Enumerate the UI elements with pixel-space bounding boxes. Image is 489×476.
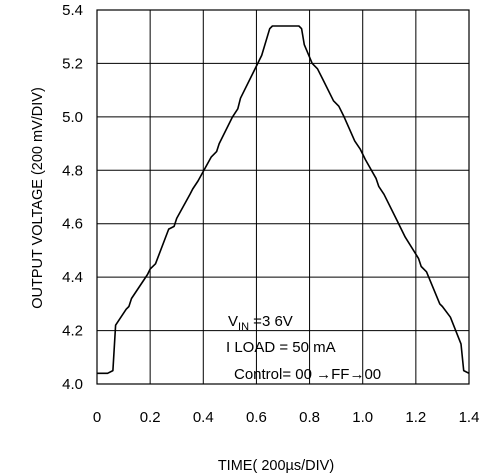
x-tick-labels: 0 0.2 0.4 0.6 0.8 1.0 1.2 1.4: [93, 409, 480, 426]
y-tick-label: 4.6: [62, 216, 83, 233]
y-axis-label: OUTPUT VOLTAGE (200 mV/DIV): [30, 87, 46, 309]
y-tick-label: 5.4: [62, 2, 83, 19]
y-tick-label: 5.0: [62, 109, 83, 126]
x-tick-label: 1.2: [405, 409, 426, 426]
x-axis-label: TIME( 200µs/DIV): [218, 458, 334, 474]
annotation-vin: VIN =3 6V: [228, 313, 293, 333]
y-tick-label: 4.2: [62, 323, 83, 340]
annotation-vin-main: V: [228, 313, 238, 330]
x-tick-label: 0.6: [246, 409, 267, 426]
y-tick-label: 4.8: [62, 162, 83, 179]
x-tick-label: 1.0: [352, 409, 373, 426]
annotation-vin-rest: =3 6V: [249, 313, 293, 330]
y-tick-label: 4.4: [62, 269, 83, 286]
x-tick-label: 0.2: [140, 409, 161, 426]
voltage-trace: [97, 25, 470, 375]
y-tick-labels: 4.0 4.2 4.4 4.6 4.8 5.0 5.2 5.4: [62, 2, 83, 393]
grid-lines: [97, 10, 469, 384]
annotation-iload: I LOAD = 50 mA: [226, 339, 336, 356]
x-tick-label: 0.8: [299, 409, 320, 426]
x-tick-label: 1.4: [459, 409, 480, 426]
x-tick-label: 0: [93, 409, 101, 426]
y-tick-label: 5.2: [62, 55, 83, 72]
x-tick-label: 0.4: [193, 409, 214, 426]
y-tick-label: 4.0: [62, 376, 83, 393]
plot-frame: [96, 9, 470, 385]
annotation-control: Control= 00 →FF→00: [234, 366, 381, 383]
annotation-vin-sub: IN: [238, 321, 249, 333]
